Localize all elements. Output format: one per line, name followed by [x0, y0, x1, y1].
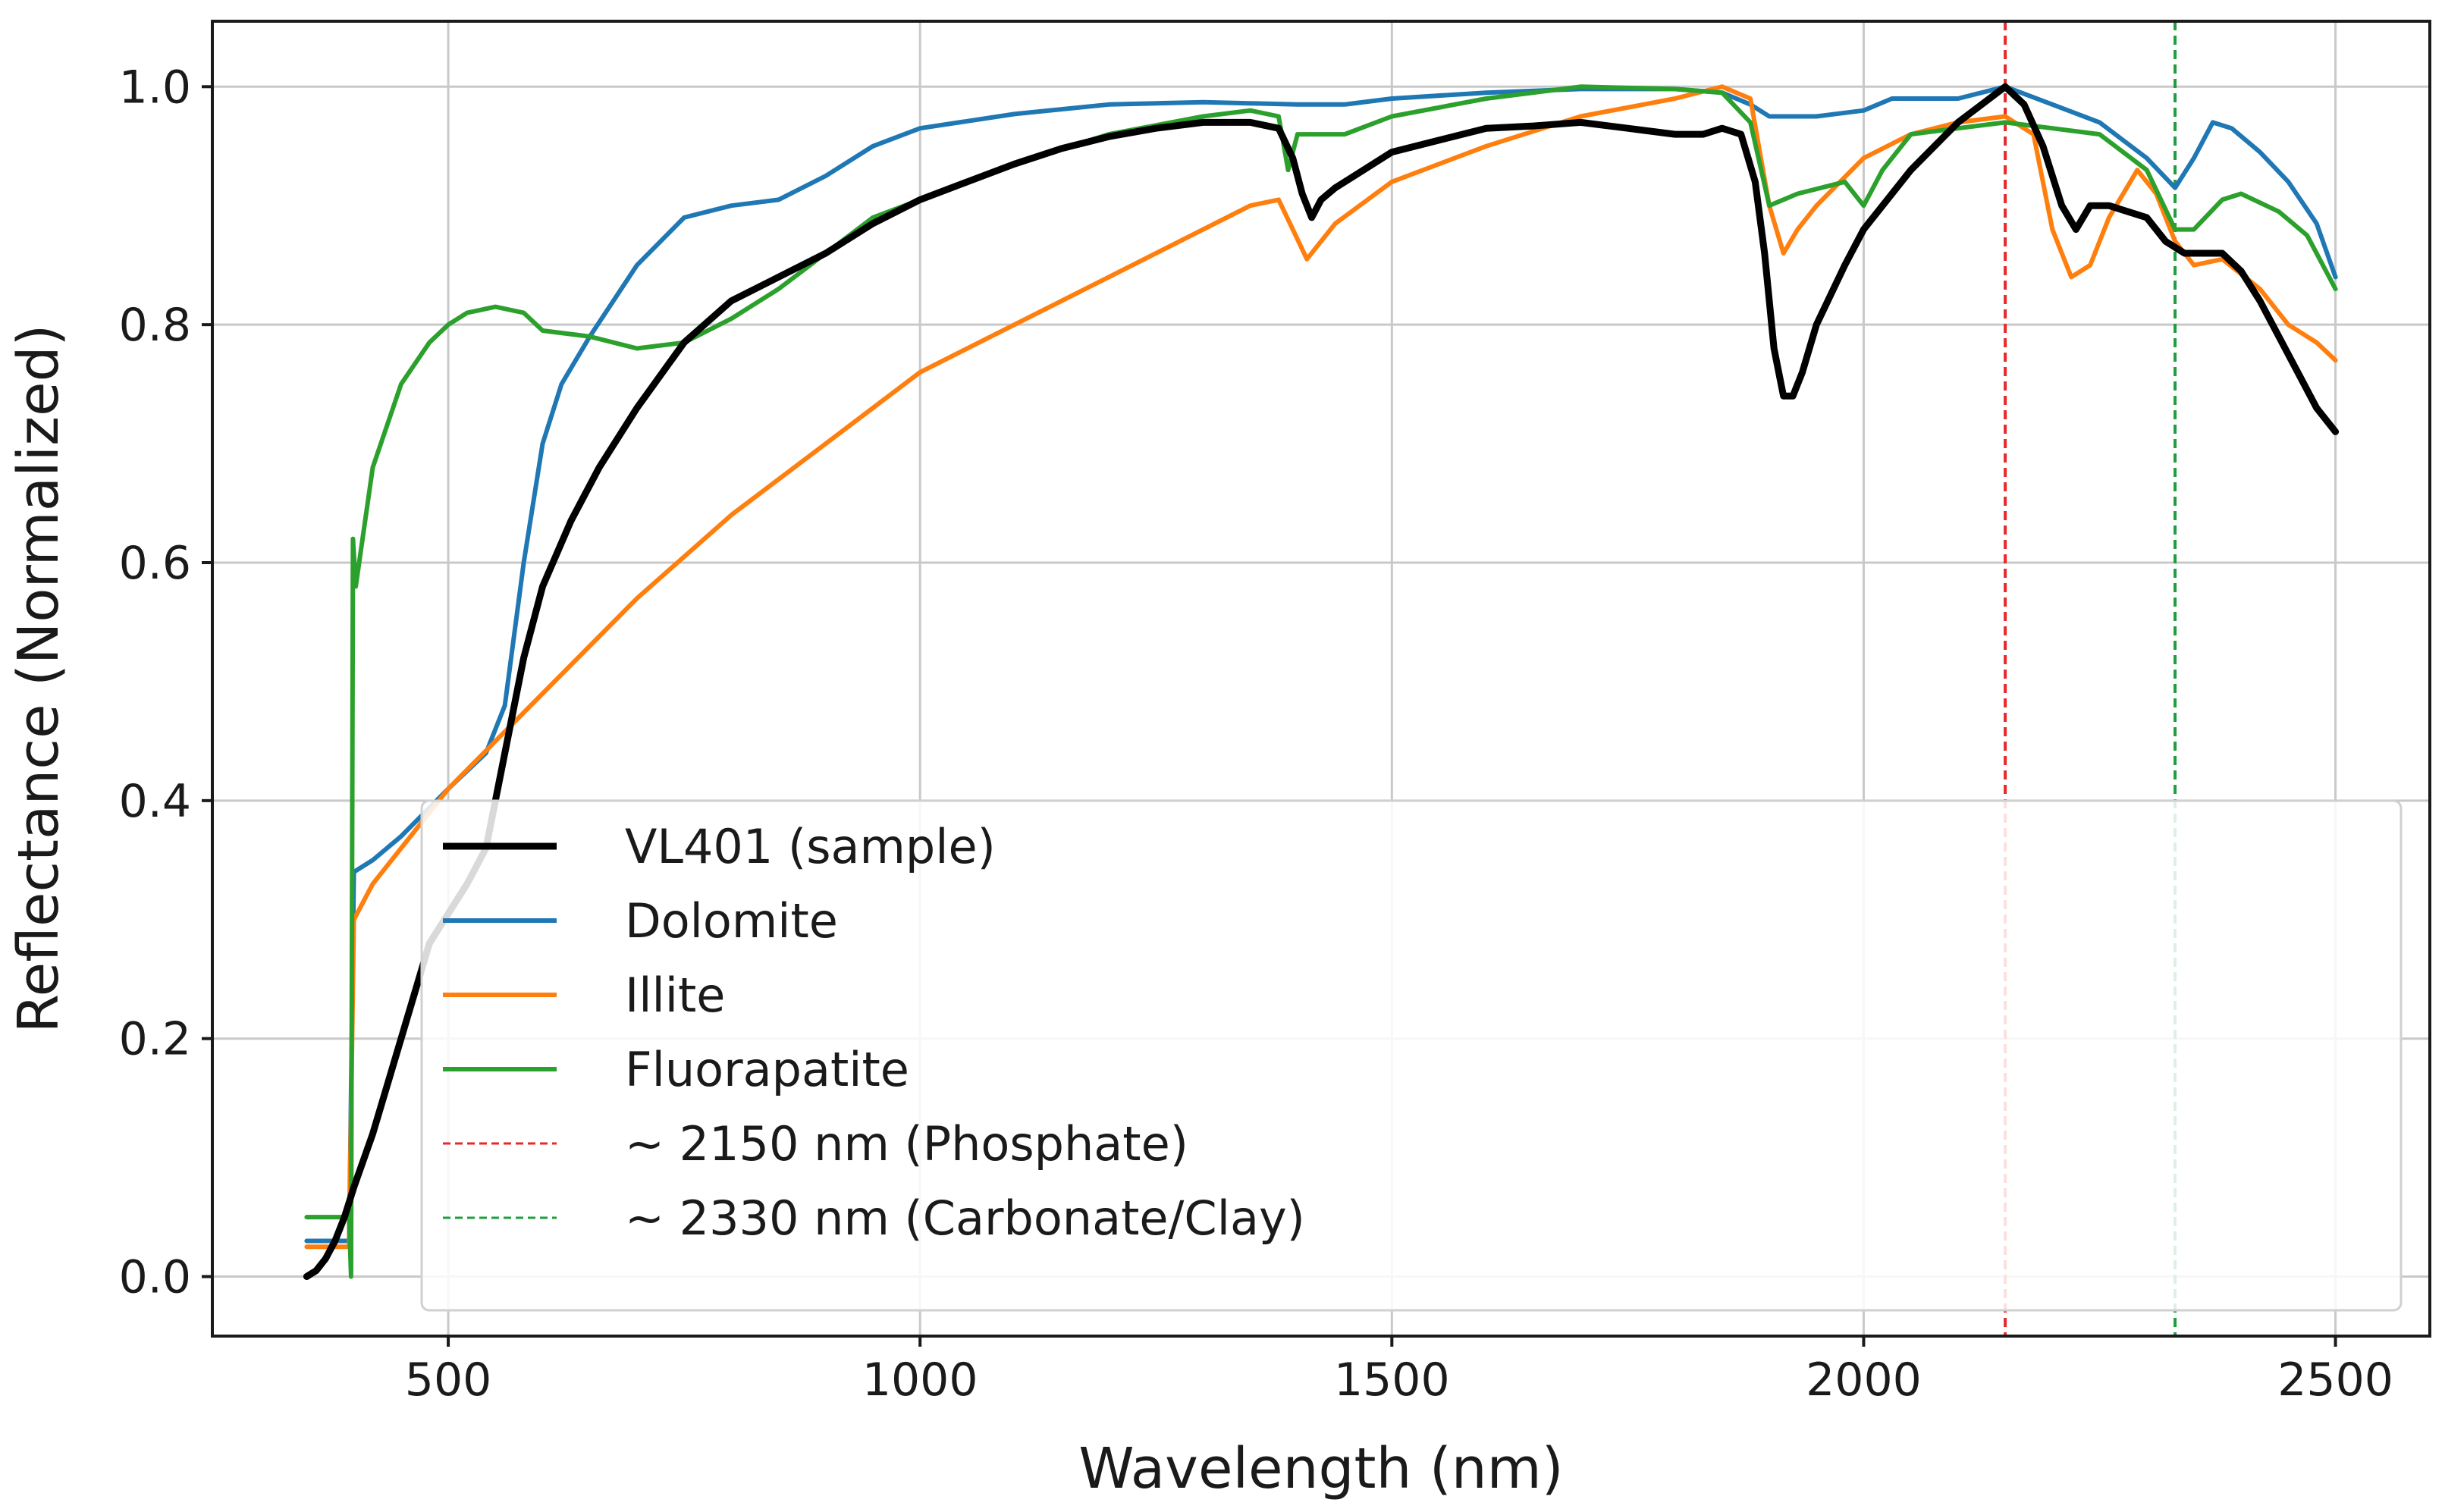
legend-label: VL401 (sample)	[625, 819, 996, 874]
x-tick-label: 1500	[1334, 1354, 1450, 1407]
series-line-dolomite	[304, 84, 2338, 1244]
legend-label: Illite	[625, 968, 725, 1023]
y-tick-label: 0.4	[119, 775, 191, 828]
y-tick-label: 0.8	[119, 299, 191, 352]
x-tick-label: 500	[405, 1354, 492, 1407]
legend: VL401 (sample) Dolomite Illite Fluorapatite…	[420, 799, 2403, 1312]
legend-label: ~ 2330 nm (Carbonate/Clay)	[625, 1190, 1305, 1246]
series-line-vl401-sample-	[303, 83, 2340, 1280]
legend-label: Dolomite	[625, 893, 838, 949]
x-axis-label: Wavelength (nm)	[1078, 1436, 1563, 1501]
y-tick-label: 0.2	[119, 1013, 191, 1066]
x-tick-label: 2000	[1806, 1354, 1922, 1407]
legend-box	[420, 799, 2403, 1312]
legend-label: ~ 2150 nm (Phosphate)	[625, 1116, 1188, 1172]
y-tick-label: 0.6	[119, 537, 191, 590]
y-tick-label: 1.0	[119, 61, 191, 114]
plot-frame	[211, 20, 2431, 1338]
series-lines	[303, 83, 2340, 1280]
legend-label: Fluorapatite	[625, 1042, 909, 1097]
y-tick-label: 0.0	[119, 1251, 191, 1304]
x-tick-label: 2500	[2277, 1354, 2393, 1407]
axis-ticks: 500 1000 1500 2000 2500 0.0 0.2 0.4 0.6 0.8 1.0	[119, 61, 2393, 1407]
series-line-illite	[304, 84, 2338, 1250]
x-tick-label: 1000	[862, 1354, 978, 1407]
y-axis-label: Reflectance (Normalized)	[6, 325, 71, 1034]
